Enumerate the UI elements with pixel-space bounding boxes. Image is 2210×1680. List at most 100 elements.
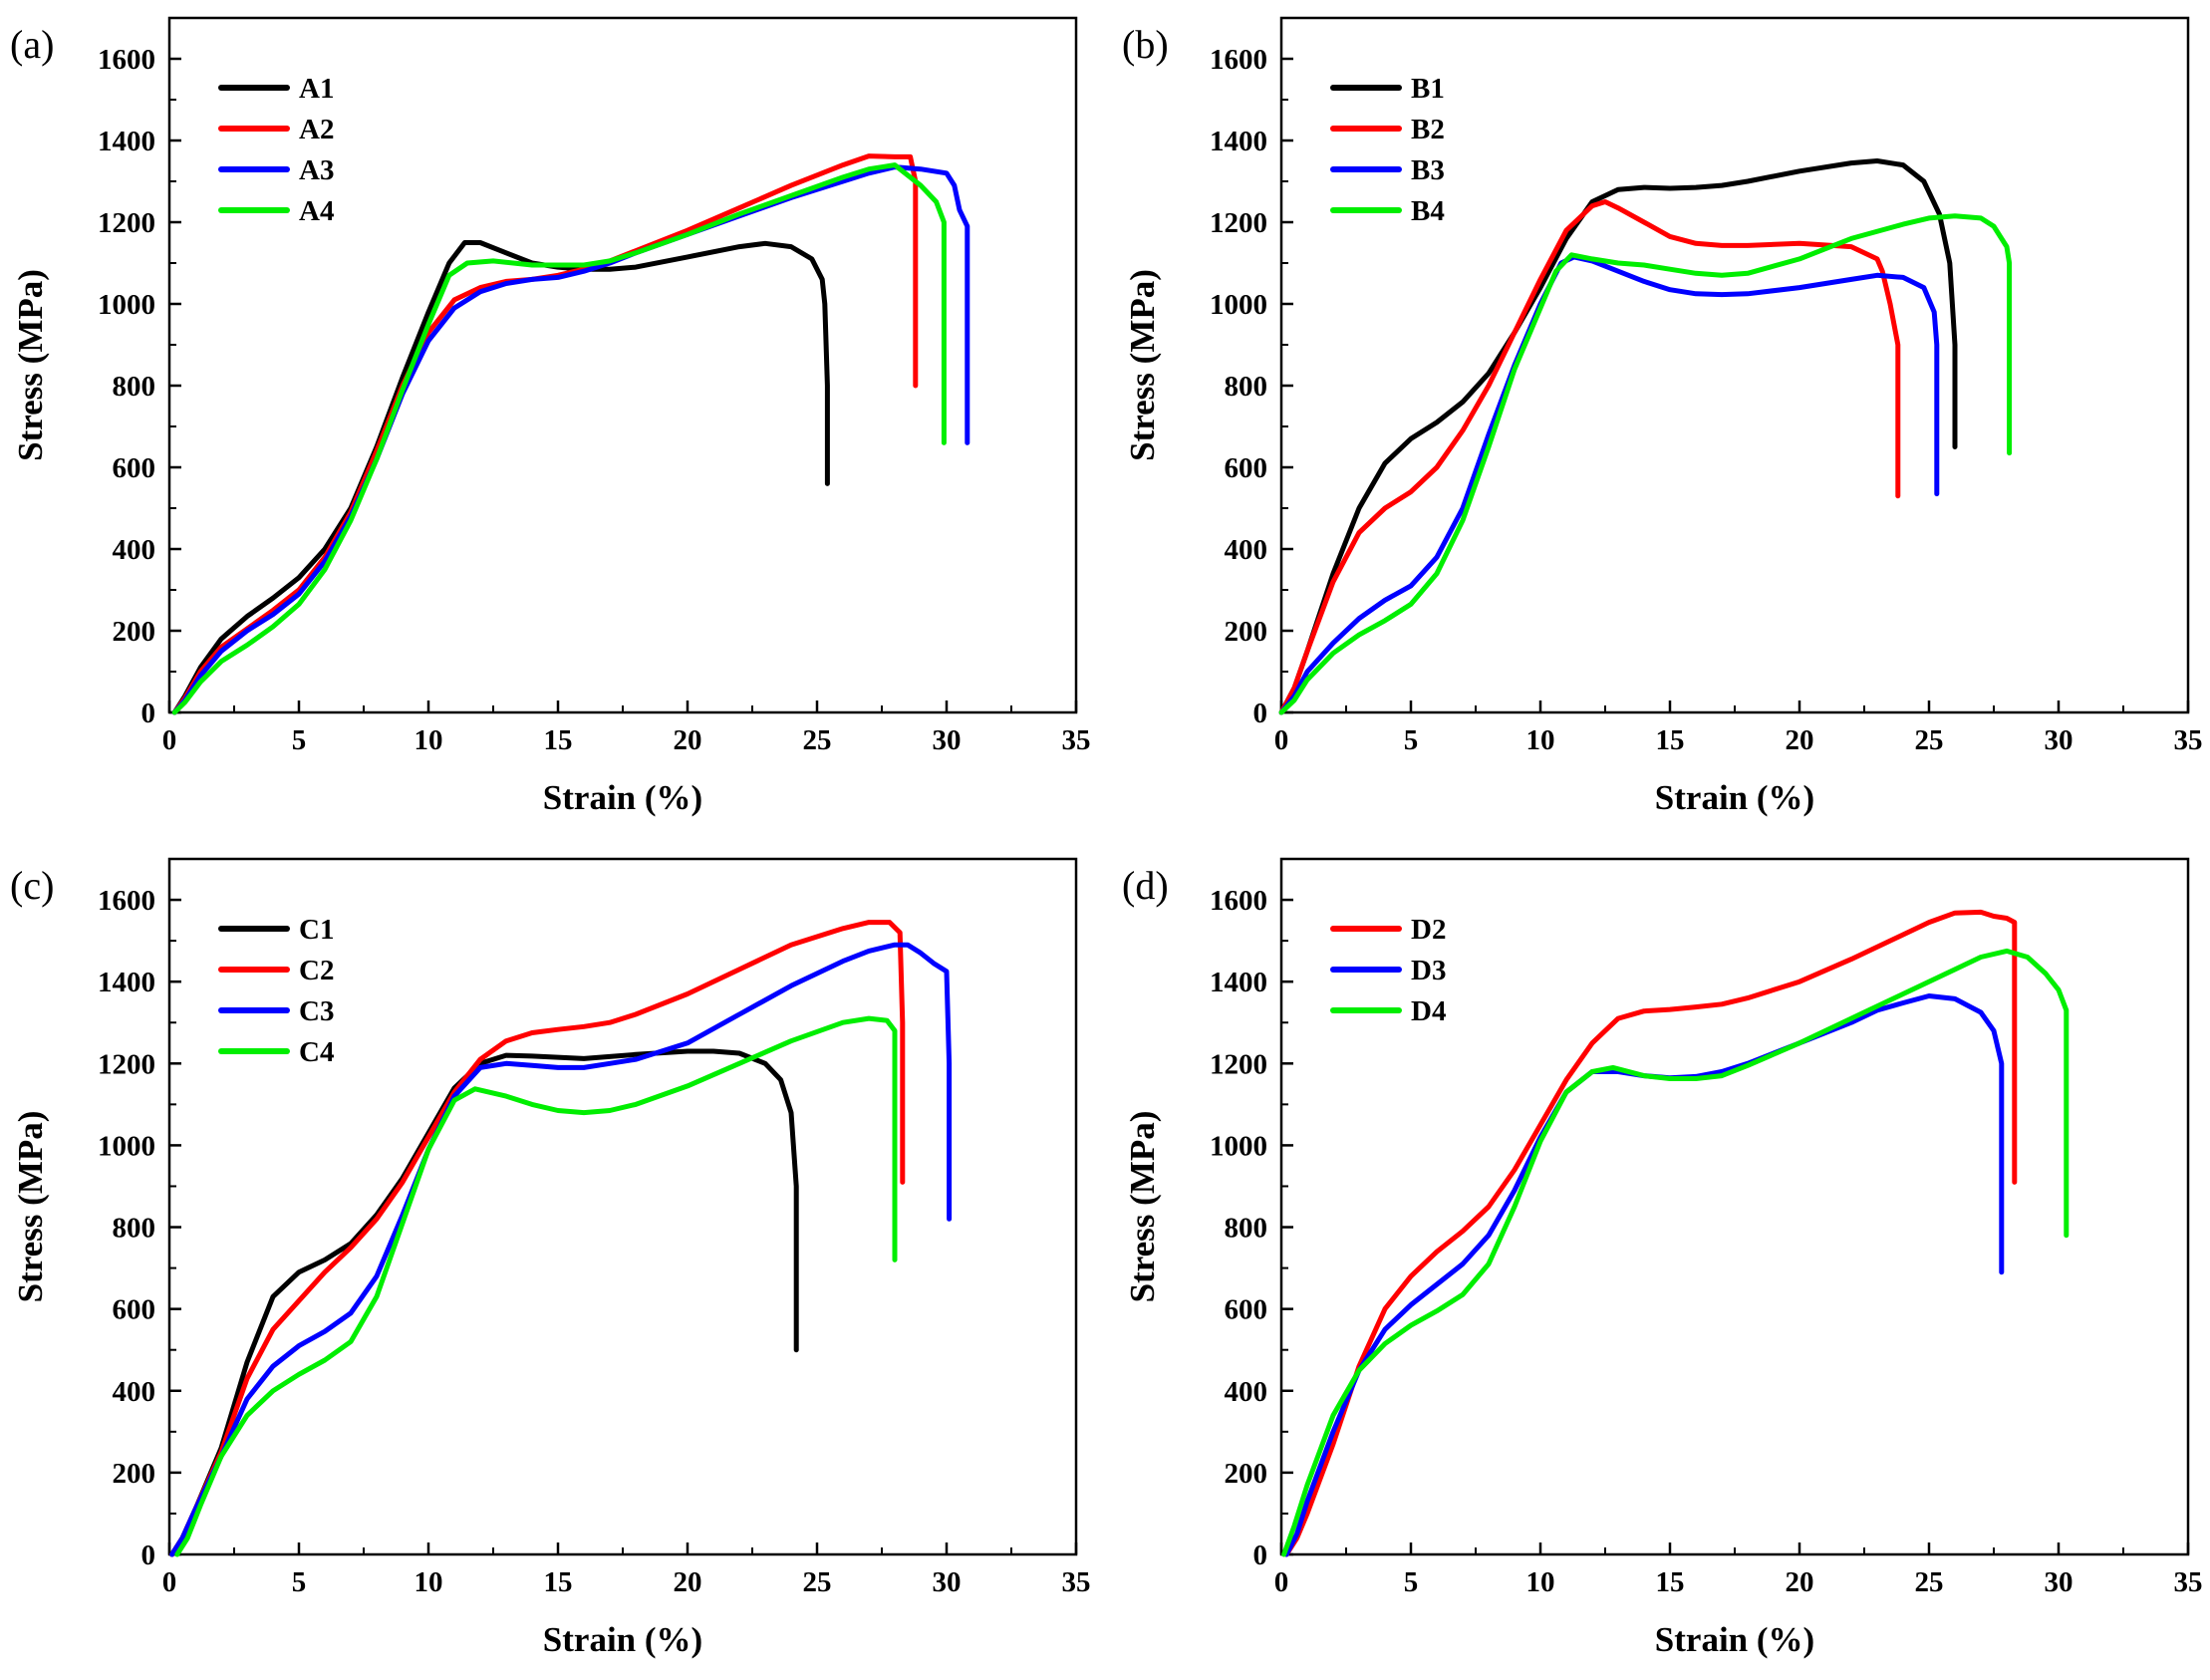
y-tick-label: 1400	[1210, 967, 1267, 998]
series-line-b2	[1278, 199, 1901, 715]
x-tick-label: 35	[2174, 1566, 2203, 1598]
x-tick-label: 15	[544, 1566, 573, 1598]
y-tick-label: 1600	[98, 44, 155, 76]
legend-label: A3	[299, 154, 334, 186]
panel-label: (a)	[10, 22, 54, 67]
legend-label: B1	[1411, 73, 1445, 105]
series-line-a1	[171, 240, 830, 715]
x-tick-label: 0	[162, 1566, 177, 1598]
x-axis-title: Strain (%)	[1655, 778, 1814, 817]
x-tick-label: 10	[414, 724, 443, 756]
series-line-d2	[1283, 909, 2018, 1557]
x-tick-label: 25	[803, 1566, 832, 1598]
x-tick-label: 15	[1656, 1566, 1685, 1598]
y-tick-label: 400	[1225, 1376, 1268, 1408]
y-tick-label: 1600	[1210, 885, 1267, 917]
y-tick-label: 1200	[1210, 1048, 1267, 1080]
y-tick-label: 800	[113, 1213, 156, 1245]
series-line-d4	[1281, 948, 2070, 1557]
series-line-a4	[171, 162, 947, 715]
x-tick-label: 30	[933, 1566, 962, 1598]
y-tick-label: 1200	[98, 1048, 155, 1080]
y-tick-label: 800	[113, 371, 156, 403]
y-tick-label: 1600	[1210, 44, 1267, 76]
x-tick-label: 0	[1274, 724, 1289, 756]
series-line-a3	[171, 164, 970, 715]
y-tick-label: 1000	[98, 1130, 155, 1162]
series-line-b3	[1278, 254, 1940, 715]
y-tick-label: 600	[1225, 1294, 1268, 1326]
y-tick-label: 1000	[1210, 289, 1267, 321]
x-tick-label: 20	[674, 1566, 702, 1598]
x-tick-label: 25	[803, 724, 832, 756]
x-tick-label: 25	[1915, 724, 1944, 756]
legend: D2 D3 D4	[1330, 914, 1446, 1027]
y-tick-label: 200	[1225, 616, 1268, 648]
y-tick-label: 1400	[1210, 126, 1267, 157]
legend-label: A1	[299, 73, 334, 105]
legend-label: C3	[299, 995, 334, 1027]
x-tick-label: 20	[1786, 724, 1814, 756]
chart-panel: 0 5 10 15 20 25 30 35 0 200 400 600 800 1000 1200 1400 1…	[10, 16, 1091, 817]
y-axis-title: Stress (MPa)	[11, 1111, 50, 1303]
legend-label: A4	[299, 195, 334, 227]
y-tick-label: 1000	[1210, 1130, 1267, 1162]
y-tick-label: 0	[1253, 1540, 1268, 1571]
series-line-c2	[169, 920, 906, 1557]
y-tick-label: 400	[113, 1376, 156, 1408]
y-tick-label: 1400	[98, 967, 155, 998]
y-tick-label: 800	[1225, 1213, 1268, 1245]
x-axis-title: Strain (%)	[543, 778, 702, 817]
x-tick-label: 35	[2174, 724, 2203, 756]
y-tick-label: 400	[1225, 534, 1268, 566]
x-axis-title: Strain (%)	[1655, 1620, 1814, 1659]
x-tick-label: 0	[1274, 1566, 1289, 1598]
series-line-c1	[169, 1048, 799, 1557]
x-tick-label: 20	[674, 724, 702, 756]
x-tick-label: 30	[2045, 1566, 2073, 1598]
y-tick-label: 600	[113, 1294, 156, 1326]
y-tick-label: 0	[141, 698, 156, 729]
y-tick-label: 400	[113, 534, 156, 566]
x-tick-label: 35	[1062, 1566, 1091, 1598]
x-axis-title: Strain (%)	[543, 1620, 702, 1659]
y-tick-label: 200	[113, 1458, 156, 1490]
y-tick-label: 1600	[98, 885, 155, 917]
y-tick-label: 800	[1225, 371, 1268, 403]
panel-label: (b)	[1122, 22, 1169, 67]
legend-label: C2	[299, 955, 334, 986]
y-tick-label: 1200	[98, 207, 155, 239]
y-tick-label: 0	[1253, 698, 1268, 729]
series-line-c4	[174, 1015, 898, 1557]
series-line-a2	[171, 153, 919, 715]
chart-panel: 0 5 10 15 20 25 30 35 0 200 400 600 800 1000 1200 1400 1…	[10, 857, 1091, 1659]
x-tick-label: 0	[162, 724, 177, 756]
x-tick-label: 30	[2045, 724, 2073, 756]
legend-label: B2	[1411, 114, 1445, 145]
series-line-b1	[1278, 158, 1958, 715]
x-tick-label: 30	[933, 724, 962, 756]
x-tick-label: 5	[292, 724, 307, 756]
panel-label: (d)	[1122, 863, 1169, 908]
y-tick-label: 1400	[98, 126, 155, 157]
legend-label: C4	[299, 1036, 334, 1068]
x-tick-label: 35	[1062, 724, 1091, 756]
x-tick-label: 10	[414, 1566, 443, 1598]
legend: B1 B2 B3 B4	[1330, 73, 1445, 227]
panel-label: (c)	[10, 863, 54, 908]
x-tick-label: 10	[1526, 1566, 1555, 1598]
legend-label: A2	[299, 114, 334, 145]
x-tick-label: 5	[292, 1566, 307, 1598]
x-tick-label: 25	[1915, 1566, 1944, 1598]
x-tick-label: 5	[1404, 724, 1419, 756]
y-axis-title: Stress (MPa)	[11, 269, 50, 461]
x-tick-label: 10	[1526, 724, 1555, 756]
y-axis-title: Stress (MPa)	[1123, 1111, 1162, 1303]
legend-label: B4	[1411, 195, 1445, 227]
legend-label: D3	[1411, 955, 1446, 986]
legend-label: B3	[1411, 154, 1445, 186]
series-line-b4	[1278, 213, 2013, 715]
y-axis-title: Stress (MPa)	[1123, 269, 1162, 461]
legend-label: C1	[299, 914, 334, 946]
x-tick-label: 20	[1786, 1566, 1814, 1598]
